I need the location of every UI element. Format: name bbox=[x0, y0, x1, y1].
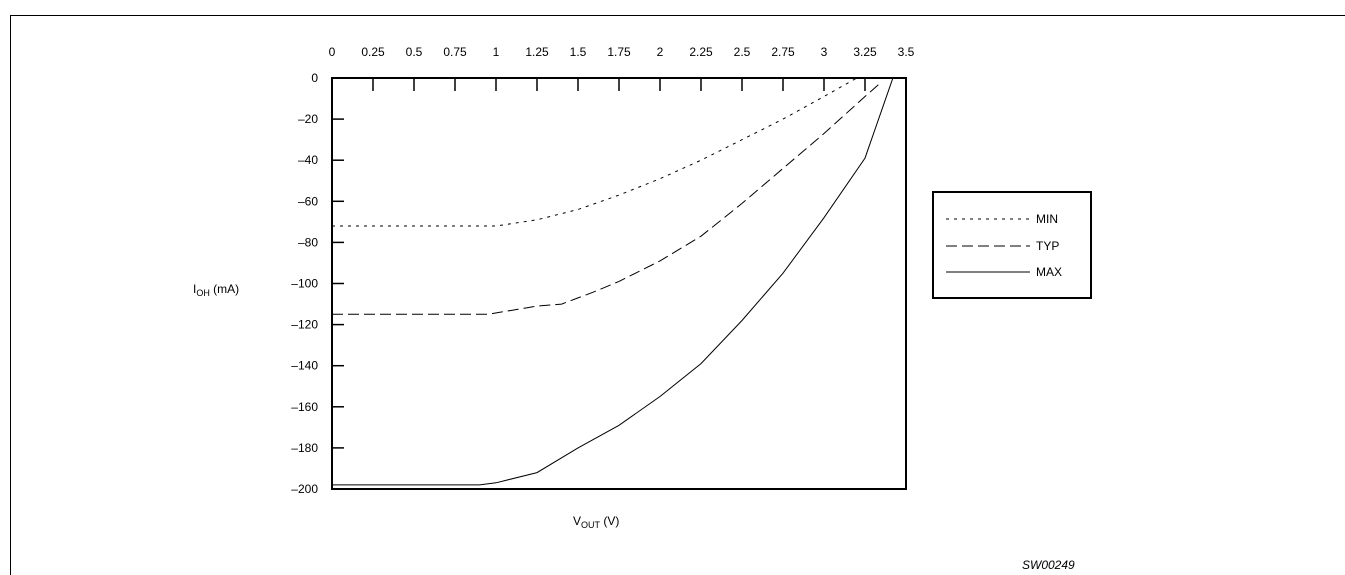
x-tick-label: 2.75 bbox=[771, 45, 795, 59]
y-tick-label: –180 bbox=[291, 441, 318, 455]
y-tick-label: –140 bbox=[291, 359, 318, 373]
x-tick-label: 1.5 bbox=[570, 45, 587, 59]
x-tick-label: 1.75 bbox=[607, 45, 631, 59]
x-tick-label: 2.5 bbox=[734, 45, 751, 59]
x-tick-label: 1 bbox=[493, 45, 500, 59]
series-line-min bbox=[332, 77, 858, 227]
x-tick-label: 0.75 bbox=[443, 45, 467, 59]
x-tick-label: 3.5 bbox=[898, 45, 915, 59]
legend-label-max: MAX bbox=[1036, 265, 1062, 279]
figure-frame bbox=[10, 15, 1345, 575]
legend: MIN TYP MAX bbox=[932, 191, 1092, 299]
legend-label-typ: TYP bbox=[1036, 239, 1059, 253]
y-tick-label: –200 bbox=[291, 482, 318, 496]
y-tick-label: –40 bbox=[298, 153, 318, 167]
y-tick-label: –100 bbox=[291, 277, 318, 291]
x-axis-title: VOUT (V) bbox=[573, 514, 619, 530]
y-tick-label: –20 bbox=[298, 112, 318, 126]
x-tick-label: 3 bbox=[821, 45, 828, 59]
series-line-max bbox=[332, 77, 894, 486]
y-axis-title: IOH (mA) bbox=[193, 282, 239, 298]
y-tick-label: –160 bbox=[291, 400, 318, 414]
x-tick-label: 3.25 bbox=[853, 45, 877, 59]
x-tick-label: 0.25 bbox=[361, 45, 385, 59]
legend-label-min: MIN bbox=[1036, 212, 1058, 226]
series-line-typ bbox=[332, 81, 882, 315]
y-tick-label: 0 bbox=[311, 71, 318, 85]
y-tick-label: –80 bbox=[298, 235, 318, 249]
figure-code: SW00249 bbox=[1022, 558, 1075, 572]
y-tick-label: –60 bbox=[298, 194, 318, 208]
x-tick-label: 1.25 bbox=[525, 45, 549, 59]
x-tick-label: 0.5 bbox=[406, 45, 423, 59]
legend-box bbox=[932, 191, 1092, 299]
plot-area-border bbox=[331, 77, 907, 490]
y-tick-label: –120 bbox=[291, 318, 318, 332]
x-tick-label: 2.25 bbox=[689, 45, 713, 59]
x-tick-label: 0 bbox=[329, 45, 336, 59]
x-tick-label: 2 bbox=[657, 45, 664, 59]
